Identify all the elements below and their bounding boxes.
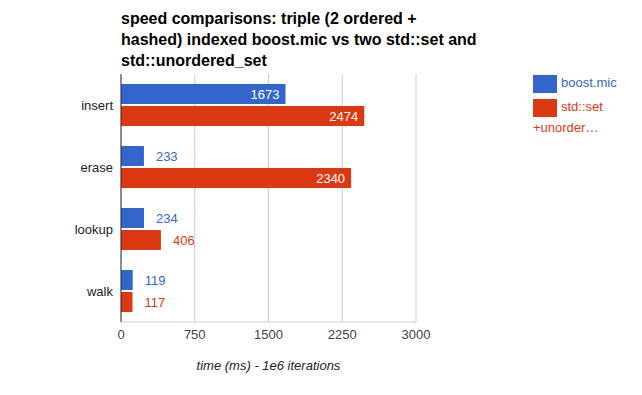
svg-text:insert: insert	[81, 98, 113, 113]
html-text:boost.mic: boost.mic	[561, 75, 617, 91]
svg-text:1673: 1673	[251, 87, 280, 102]
svg-text:234: 234	[156, 211, 178, 226]
svg-text:406: 406	[173, 233, 195, 248]
svg-text:2250: 2250	[328, 327, 357, 342]
svg-text:2474: 2474	[329, 109, 358, 124]
svg-text:erase: erase	[80, 160, 113, 175]
html-text:std::set +unorder…: std::set +unorder…	[533, 99, 603, 135]
svg-text:time (ms) - 1e6 iterations: time (ms) - 1e6 iterations	[197, 358, 341, 373]
svg-text:3000: 3000	[402, 327, 431, 342]
svg-text:0: 0	[117, 327, 124, 342]
svg-text:750: 750	[184, 327, 206, 342]
svg-text:119: 119	[145, 273, 166, 288]
svg-text:117: 117	[145, 295, 166, 310]
html-text:speed comparisons: triple (2 o: speed comparisons: triple (2 ordered + h…	[121, 10, 477, 69]
svg-text:1500: 1500	[254, 327, 283, 342]
svg-text:lookup: lookup	[75, 222, 113, 237]
svg-text:233: 233	[156, 149, 178, 164]
svg-text:walk: walk	[86, 284, 114, 299]
svg-text:2340: 2340	[316, 171, 345, 186]
